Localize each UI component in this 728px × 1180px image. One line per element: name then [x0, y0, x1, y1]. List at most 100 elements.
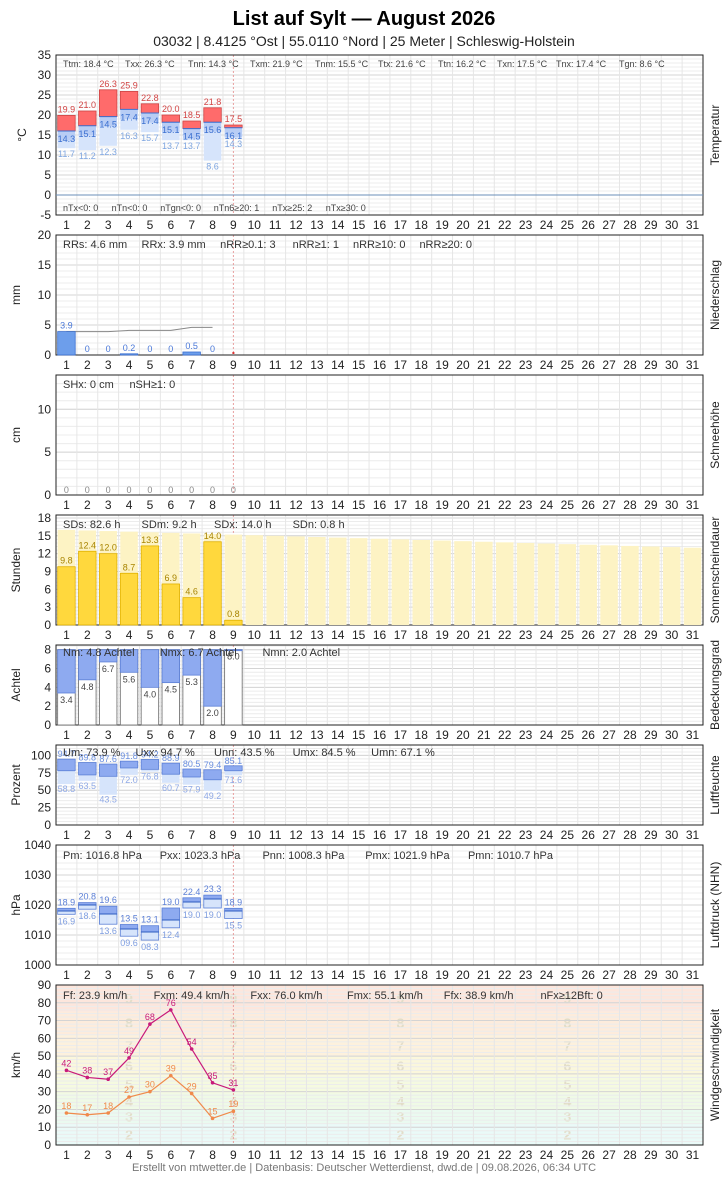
- pressure-min-label: 18.6: [79, 911, 97, 921]
- humidity-max-label: 88.9: [162, 753, 180, 763]
- x-tick-label: 2: [84, 218, 91, 232]
- x-tick-label: 10: [248, 358, 262, 372]
- snow-label: 0: [106, 485, 111, 495]
- x-tick-label: 26: [582, 968, 596, 982]
- gust-point: [127, 1056, 131, 1060]
- x-tick-label: 25: [561, 218, 575, 232]
- beaufort-label: 6: [396, 1058, 404, 1074]
- x-tick-label: 3: [105, 628, 112, 642]
- y-tick-label: 75: [38, 766, 52, 780]
- pressure-min-label: 08.3: [141, 942, 159, 952]
- x-tick-label: 18: [415, 358, 429, 372]
- x-tick-label: 8: [209, 728, 216, 742]
- x-tick-label: 19: [435, 218, 449, 232]
- cumulative-precip-line: [66, 326, 213, 333]
- mean-wind-label: 19: [228, 1099, 238, 1109]
- tmin-label: 8.6: [206, 162, 219, 172]
- beaufort-label: 8: [563, 1015, 571, 1031]
- y-tick-label: 60: [38, 1031, 52, 1045]
- humidity-min-label: 63.5: [79, 781, 97, 791]
- side-label: Luftfeuchte: [708, 755, 722, 815]
- pressure-min-label: 12.4: [162, 930, 180, 940]
- y-tick-label: 50: [38, 783, 52, 797]
- x-tick-label: 30: [665, 358, 679, 372]
- plot-frame: [55, 744, 704, 826]
- stat-label: Um: 73.9 %: [63, 747, 121, 759]
- x-tick-label: 23: [519, 968, 533, 982]
- tmean-bar: [57, 131, 76, 141]
- mean-wind-label: 30: [145, 1080, 155, 1090]
- stat-label: Ttn: 16.2 °C: [438, 59, 487, 69]
- snow-label: 0: [189, 485, 194, 495]
- y-tick-label: 6: [44, 582, 51, 596]
- tmean-label: 14.3: [58, 134, 76, 144]
- y-tick-label: 10: [38, 402, 52, 416]
- pressure-min-bar: [203, 898, 222, 909]
- stat-label: Tnn: 14.3 °C: [188, 59, 239, 69]
- y-tick-label: 0: [44, 618, 51, 632]
- y-axis-label: cm: [9, 427, 23, 443]
- humidity-min-bar: [120, 767, 138, 775]
- x-tick-label: 23: [519, 498, 533, 512]
- stat-label: Pmx: 1021.9 hPa: [365, 850, 450, 862]
- y-tick-label: 30: [38, 1085, 52, 1099]
- mean-wind-point: [85, 1112, 90, 1117]
- x-tick-label: 13: [310, 1148, 324, 1162]
- x-tick-label: 31: [686, 498, 700, 512]
- x-tick-label: 6: [167, 498, 174, 512]
- sunshine-label: 12.4: [79, 540, 97, 550]
- stat-label: Pmn: 1010.7 hPa: [468, 850, 554, 862]
- x-tick-label: 7: [188, 1148, 195, 1162]
- x-tick-label: 9: [230, 968, 237, 982]
- x-tick-label: 21: [477, 728, 491, 742]
- x-tick-label: 24: [540, 968, 554, 982]
- x-tick-label: 8: [209, 498, 216, 512]
- x-tick-label: 29: [644, 628, 658, 642]
- chart-subtitle: 03032 | 8.4125 °Ost | 55.0110 °Nord | 25…: [153, 33, 575, 49]
- cloud-label: 8.0: [227, 652, 240, 662]
- humidity-max-label: 91.8: [120, 751, 138, 761]
- tmean-bar: [120, 109, 138, 119]
- possible-sunshine-bar: [516, 542, 535, 625]
- x-tick-label: 17: [394, 728, 408, 742]
- x-tick-label: 1: [63, 828, 70, 842]
- possible-sunshine-bar: [266, 535, 284, 625]
- stat-label: Fxm: 49.4 km/h: [154, 990, 230, 1002]
- stat-label: Unn: 43.5 %: [214, 747, 275, 759]
- tmax-bar: [99, 89, 118, 118]
- tmean-label: 15.1: [162, 125, 180, 135]
- x-tick-label: 19: [435, 828, 449, 842]
- x-tick-label: 29: [644, 218, 658, 232]
- pressure-min-bar: [119, 928, 139, 937]
- side-label: Windgeschwindigkeit: [708, 1008, 722, 1121]
- x-tick-label: 24: [540, 498, 554, 512]
- y-tick-label: 6: [44, 662, 51, 676]
- tmax-label: 19.9: [58, 104, 76, 114]
- x-tick-label: 9: [230, 728, 237, 742]
- cloud-label: 2.0: [206, 708, 219, 718]
- x-tick-label: 31: [686, 628, 700, 642]
- x-tick-label: 24: [540, 628, 554, 642]
- tmean-label: 14.5: [99, 120, 117, 130]
- x-tick-label: 4: [126, 728, 133, 742]
- precip-label: 0: [147, 344, 152, 354]
- x-tick-label: 19: [435, 728, 449, 742]
- snow-label: 0: [85, 485, 90, 495]
- pressure-min-bar: [99, 913, 118, 925]
- x-tick-label: 3: [105, 498, 112, 512]
- pressure-max-label: 19.0: [162, 897, 180, 907]
- sunshine-label: 4.6: [185, 587, 198, 597]
- humidity-max-bar: [161, 762, 180, 775]
- x-tick-label: 16: [373, 218, 387, 232]
- x-tick-label: 25: [561, 498, 575, 512]
- tmean-label: 17.4: [141, 116, 159, 126]
- x-tick-label: 6: [167, 628, 174, 642]
- stat-label: Ttm: 18.4 °C: [63, 59, 114, 69]
- y-tick-label: 20: [38, 108, 52, 122]
- gust-point: [231, 1088, 236, 1092]
- x-tick-label: 14: [331, 728, 345, 742]
- x-tick-label: 13: [310, 218, 324, 232]
- y-tick-label: 50: [38, 1049, 52, 1063]
- x-tick-label: 15: [352, 968, 366, 982]
